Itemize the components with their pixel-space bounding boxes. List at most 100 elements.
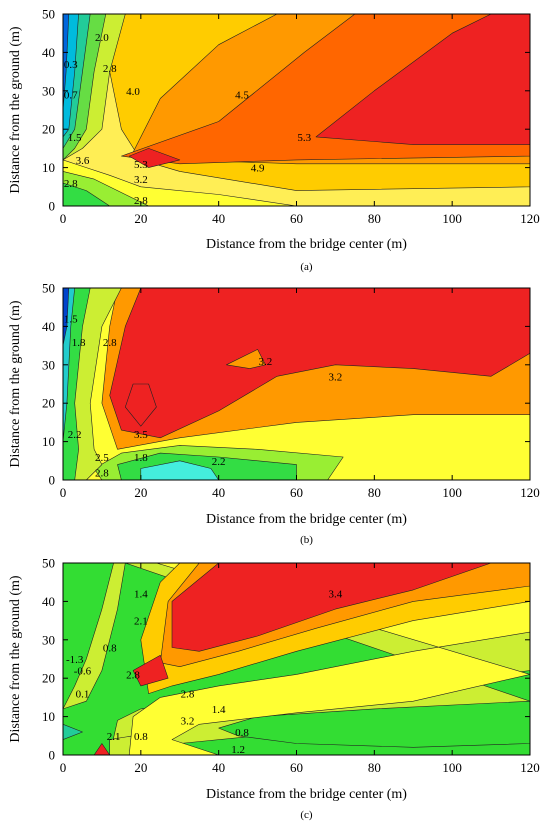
panel-3: 1.4 3.4 2.1 0.8 -1.3-0.6 2.8 0.1 2.8 1.4 3.2 2.1 0.… [8, 556, 540, 822]
x-tick-label: 80 [368, 485, 381, 500]
contour-label: 3.2 [181, 715, 195, 727]
y-tick-label: 40 [42, 594, 55, 609]
contour-label: 2.1 [107, 731, 121, 743]
y-axis-label: Distance from the ground (m) [8, 300, 23, 468]
y-tick-label: 20 [42, 122, 55, 137]
contour-label: 3.5 [134, 429, 148, 441]
contour-label: 2.0 [95, 32, 109, 44]
contour-label: -1.3 [66, 654, 84, 666]
contour-label: 5.3 [297, 132, 311, 144]
x-tick-label: 40 [212, 211, 225, 226]
contour-label: 1.5 [68, 132, 82, 144]
plot-area: 1.5 1.8 2.8 3.2 3.2 2.2 3.5 2.5 1.8 2.2 2.8 [63, 288, 530, 480]
contour-band-3 [125, 383, 157, 427]
contour-band-4 [226, 349, 266, 369]
x-tick-label: 20 [134, 485, 147, 500]
contour-label: 4.5 [235, 90, 249, 102]
y-tick-label: 20 [42, 671, 55, 686]
contour-label: 4.9 [251, 163, 265, 175]
contour-label: 4.0 [126, 86, 140, 98]
y-tick-label: 40 [42, 319, 55, 334]
x-axis-label: Distance from the bridge center (m) [206, 237, 407, 252]
y-tick-label: 0 [49, 199, 56, 214]
x-tick-label: 0 [60, 211, 67, 226]
contour-label: 3.6 [76, 155, 90, 167]
x-tick-label: 120 [520, 485, 540, 500]
contour-label: 3.2 [258, 356, 272, 368]
x-tick-label: 40 [212, 485, 225, 500]
contour-label: 2.8 [134, 195, 148, 207]
x-tick-label: 100 [442, 760, 462, 775]
y-tick-label: 50 [42, 281, 55, 296]
panel-1: 2.0 0.3 2.8 0.7 4.0 4.5 1.5 5.3 3.6 5.3 4.9 2.8 3.2 2… [8, 7, 540, 274]
y-tick-label: 30 [42, 632, 55, 647]
contour-label: 2.5 [95, 452, 109, 464]
contour-band-7 [171, 563, 492, 652]
x-tick-label: 60 [290, 211, 303, 226]
x-tick-label: 120 [520, 211, 540, 226]
y-tick-label: 50 [42, 7, 55, 22]
y-tick-label: 10 [42, 709, 55, 724]
x-tick-label: 20 [134, 211, 147, 226]
contour-band-4 [315, 14, 530, 145]
x-tick-label: 80 [368, 760, 381, 775]
contour-band-8 [63, 182, 110, 206]
y-tick-label: 40 [42, 45, 55, 60]
y-tick-label: 10 [42, 434, 55, 449]
contour-label: 1.4 [212, 704, 226, 716]
contour-label: 0.8 [103, 642, 117, 654]
contour-band-9 [93, 743, 110, 755]
contour-label: 5.3 [134, 159, 148, 171]
panel-2: 1.5 1.8 2.8 3.2 3.2 2.2 3.5 2.5 1.8 2.2 2.8 0 20 40 60… [8, 281, 540, 547]
contour-label: 2.2 [68, 429, 82, 441]
plot-area: 1.4 3.4 2.1 0.8 -1.3-0.6 2.8 0.1 2.8 1.4 3.2 2.1 0.… [63, 563, 530, 755]
x-tick-label: 100 [442, 485, 462, 500]
contour-label: 1.4 [134, 589, 148, 601]
contour-label: 3.4 [329, 589, 343, 601]
contour-label: 1.8 [134, 452, 148, 464]
contour-label: 2.2 [212, 456, 226, 468]
x-tick-label: 60 [290, 485, 303, 500]
panel-label: (a) [300, 261, 313, 273]
y-tick-label: 0 [49, 473, 56, 488]
contour-label: 3.2 [134, 174, 148, 186]
y-tick-label: 50 [42, 556, 55, 571]
contour-label: 0.7 [64, 90, 78, 102]
y-tick-label: 30 [42, 83, 55, 98]
x-tick-label: 40 [212, 760, 225, 775]
y-axis-label: Distance from the ground (m) [8, 575, 23, 743]
x-tick-label: 0 [60, 485, 67, 500]
contour-label: 2.8 [64, 178, 78, 190]
contour-label: 2.8 [181, 689, 195, 701]
x-axis-label: Distance from the bridge center (m) [206, 787, 407, 802]
contour-band-7 [140, 460, 219, 480]
panel-label: (c) [300, 809, 313, 821]
y-tick-label: 30 [42, 357, 55, 372]
x-tick-label: 20 [134, 760, 147, 775]
contour-label: 2.8 [95, 467, 109, 479]
contour-label: 2.8 [126, 669, 140, 681]
contour-band-13 [63, 14, 70, 111]
contour-label: 3.2 [329, 371, 343, 383]
x-tick-label: 120 [520, 760, 540, 775]
contour-label: 2.8 [103, 63, 117, 75]
x-tick-label: 60 [290, 760, 303, 775]
contour-label: 0.3 [64, 59, 78, 71]
x-tick-label: 80 [368, 211, 381, 226]
contour-band-3 [218, 700, 530, 748]
contour-label: 1.8 [72, 337, 86, 349]
contour-band-5 [128, 148, 181, 168]
contour-label: 2.1 [134, 616, 148, 628]
y-tick-label: 10 [42, 160, 55, 175]
y-tick-label: 0 [49, 748, 56, 763]
y-tick-label: 20 [42, 396, 55, 411]
x-tick-label: 100 [442, 211, 462, 226]
x-axis-label: Distance from the bridge center (m) [206, 512, 407, 527]
contour-label: -0.6 [74, 666, 92, 678]
contour-label: 1.5 [64, 314, 78, 326]
panel-label: (b) [300, 534, 313, 546]
contour-label: 0.1 [76, 689, 90, 701]
contour-band-2 [109, 288, 530, 439]
x-tick-label: 0 [60, 760, 67, 775]
